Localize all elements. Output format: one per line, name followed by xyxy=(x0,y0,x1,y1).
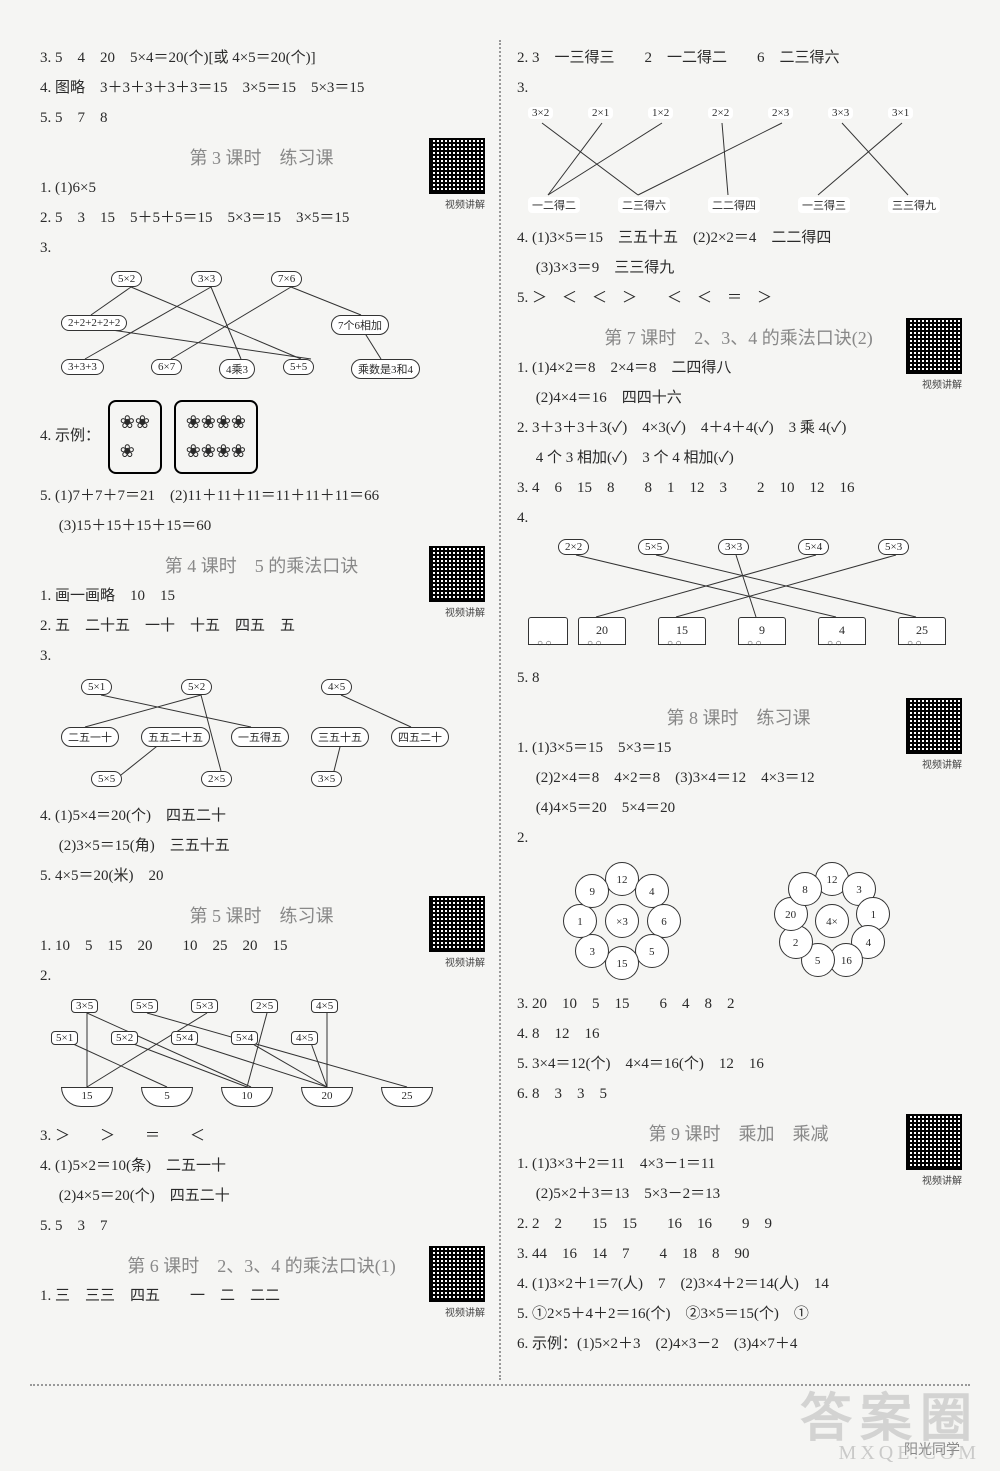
qr-icon xyxy=(906,1114,962,1170)
q3: 3. 5 4 20 5×4＝20(个)[或 4×5＝20(个)] xyxy=(40,46,483,70)
left-column: 3. 5 4 20 5×4＝20(个)[或 4×5＝20(个)] 4. 图略 3… xyxy=(30,40,493,1380)
s5-q2: 2. xyxy=(40,964,483,988)
qr-label: 视频讲解 xyxy=(922,376,962,391)
s3-q4: 4. 示例： ❀❀❀ ❀❀❀❀❀❀❀❀ xyxy=(40,396,483,478)
section-8-label: 第 8 课时 练习课 xyxy=(667,708,811,728)
s9-q1a: 1. (1)3×3＋2＝11 4×3－1＝11 xyxy=(517,1152,960,1176)
s3-q2: 2. 5 3 15 5＋5＋5＝15 5×3＝15 3×5＝15 xyxy=(40,206,483,230)
r-q5: 5. ＞ ＜ ＜ ＞ ＜ ＜ ＝ ＞ xyxy=(517,286,960,310)
example-box-1: ❀❀❀ xyxy=(108,400,162,474)
section-3-label: 第 3 课时 练习课 xyxy=(190,148,334,168)
diagram-s4: 5×15×24×5二五一十五五二十五一五得五三五十五四五二十5×52×53×5 xyxy=(50,674,450,794)
diagram-s3: 5×23×37×62+2+2+2+27个6相加3+3+36×74乘35+5乘数是… xyxy=(50,266,450,386)
section-8-title: 第 8 课时 练习课 视频讲解 xyxy=(517,704,960,730)
s8-q3: 3. 20 10 5 15 6 4 8 2 xyxy=(517,992,960,1016)
s8-q4: 4. 8 12 16 xyxy=(517,1022,960,1046)
s8-q1b: (2)2×4＝8 4×2＝8 (3)3×4＝12 4×3＝12 xyxy=(517,766,960,790)
s3-q4-label: 4. 示例： xyxy=(40,428,100,444)
s5-q4a: 4. (1)5×2＝10(条) 二五一十 xyxy=(40,1154,483,1178)
section-5-label: 第 5 课时 练习课 xyxy=(190,906,334,926)
s3-q1: 1. (1)6×5 xyxy=(40,176,483,200)
qr-label: 视频讲解 xyxy=(445,954,485,969)
s5-q3: 3. ＞ ＞ ＝ ＜ xyxy=(40,1124,483,1148)
s7-q5: 5. 8 xyxy=(517,666,960,690)
r-q3: 3. xyxy=(517,76,960,100)
watermark: 答案圈 xyxy=(800,1376,980,1451)
s5-q1: 1. 10 5 15 20 10 25 20 15 xyxy=(40,934,483,958)
diagram-s5: 3×55×55×32×54×55×15×25×45×44×5155102025 xyxy=(50,994,450,1114)
section-6-label: 第 6 课时 2、3、4 的乘法口诀(1) xyxy=(127,1256,396,1276)
s8-q2: 2. xyxy=(517,826,960,850)
diagram-s6b: 3×22×11×22×22×33×33×1一二得二二三得六二二得四一三得三三三得… xyxy=(527,106,957,216)
section-3-title: 第 3 课时 练习课 视频讲解 xyxy=(40,144,483,170)
section-9-title: 第 9 课时 乘加 乘减 视频讲解 xyxy=(517,1120,960,1146)
qr-icon xyxy=(429,896,485,952)
r-q4a: 4. (1)3×5＝15 三五十五 (2)2×2＝4 二二得四 xyxy=(517,226,960,250)
s7-q1a: 1. (1)4×2＝8 2×4＝8 二四得八 xyxy=(517,356,960,380)
right-column: 2. 3 一三得三 2 一二得二 6 二三得六 3. 3×22×11×22×22… xyxy=(507,40,970,1380)
s9-q6: 6. 示例：(1)5×2＋3 (2)4×3－2 (3)4×7＋4 xyxy=(517,1332,960,1356)
q4: 4. 图略 3＋3＋3＋3＋3＝15 3×5＝15 5×3＝15 xyxy=(40,76,483,100)
watermark-sub: MXQE.COM xyxy=(839,1442,980,1465)
s7-q4: 4. xyxy=(517,506,960,530)
s4-q1: 1. 画一画略 10 15 xyxy=(40,584,483,608)
s7-q3: 3. 4 6 15 8 8 1 12 3 2 10 12 16 xyxy=(517,476,960,500)
s8-q1c: (4)4×5＝20 5×4＝20 xyxy=(517,796,960,820)
s4-q2: 2. 五 二十五 一十 十五 四五 五 xyxy=(40,614,483,638)
qr-label: 视频讲解 xyxy=(445,604,485,619)
diagram-s7: 2×25×53×35×45×320159425 xyxy=(527,536,957,656)
s5-q5: 5. 5 3 7 xyxy=(40,1214,483,1238)
s9-q3: 3. 44 16 14 7 4 18 8 90 xyxy=(517,1242,960,1266)
qr-label: 视频讲解 xyxy=(445,196,485,211)
s5-q4b: (2)4×5＝20(个) 四五二十 xyxy=(40,1184,483,1208)
q5: 5. 5 7 8 xyxy=(40,106,483,130)
qr-icon xyxy=(429,546,485,602)
example-box-2: ❀❀❀❀❀❀❀❀ xyxy=(174,400,258,474)
s9-q5: 5. ①2×5＋4＋2＝16(个) ②3×5＝15(个) ① xyxy=(517,1302,960,1326)
section-4-label: 第 4 课时 5 的乘法口诀 xyxy=(165,556,359,576)
column-divider xyxy=(499,40,501,1380)
flower-b: 4×123141652208 xyxy=(757,856,907,986)
s8-q6: 6. 8 3 3 5 xyxy=(517,1082,960,1106)
s3-q5b: (3)15＋15＋15＋15＝60 xyxy=(40,514,483,538)
s9-q1b: (2)5×2＋3＝13 5×3－2＝13 xyxy=(517,1182,960,1206)
qr-icon xyxy=(429,1246,485,1302)
flower-a: ×31246515319 xyxy=(547,856,697,986)
r-q4b: (3)3×3＝9 三三得九 xyxy=(517,256,960,280)
qr-label: 视频讲解 xyxy=(922,1172,962,1187)
s4-q3: 3. xyxy=(40,644,483,668)
section-7-label: 第 7 课时 2、3、4 的乘法口诀(2) xyxy=(604,328,873,348)
s3-q5a: 5. (1)7＋7＋7＝21 (2)11＋11＋11＝11＋11＋11＝66 xyxy=(40,484,483,508)
qr-icon xyxy=(906,698,962,754)
s7-q2b: 4 个 3 相加(✓) 3 个 4 相加(✓) xyxy=(517,446,960,470)
s7-q1b: (2)4×4＝16 四四十六 xyxy=(517,386,960,410)
section-9-label: 第 9 课时 乘加 乘减 xyxy=(649,1124,829,1144)
s9-q4: 4. (1)3×2＋1＝7(人) 7 (2)3×4＋2＝14(人) 14 xyxy=(517,1272,960,1296)
section-6-title: 第 6 课时 2、3、4 的乘法口诀(1) 视频讲解 xyxy=(40,1252,483,1278)
section-7-title: 第 7 课时 2、3、4 的乘法口诀(2) 视频讲解 xyxy=(517,324,960,350)
flower-diagrams: ×31246515319 4×123141652208 xyxy=(517,856,960,986)
s4-q4a: 4. (1)5×4＝20(个) 四五二十 xyxy=(40,804,483,828)
section-4-title: 第 4 课时 5 的乘法口诀 视频讲解 xyxy=(40,552,483,578)
qr-icon xyxy=(429,138,485,194)
s8-q1a: 1. (1)3×5＝15 5×3＝15 xyxy=(517,736,960,760)
qr-label: 视频讲解 xyxy=(922,756,962,771)
section-5-title: 第 5 课时 练习课 视频讲解 xyxy=(40,902,483,928)
qr-icon xyxy=(906,318,962,374)
s9-q2: 2. 2 2 15 15 16 16 9 9 xyxy=(517,1212,960,1236)
qr-label: 视频讲解 xyxy=(445,1304,485,1319)
s4-q4b: (2)3×5＝15(角) 三五十五 xyxy=(40,834,483,858)
s7-q2a: 2. 3＋3＋3＋3(✓) 4×3(✓) 4＋4＋4(✓) 3 乘 4(✓) xyxy=(517,416,960,440)
s4-q5: 5. 4×5＝20(米) 20 xyxy=(40,864,483,888)
s8-q5: 5. 3×4＝12(个) 4×4＝16(个) 12 16 xyxy=(517,1052,960,1076)
s6-q1: 1. 三 三三 四五 一 二 二二 xyxy=(40,1284,483,1308)
r-q2: 2. 3 一三得三 2 一二得二 6 二三得六 xyxy=(517,46,960,70)
s3-q3: 3. xyxy=(40,236,483,260)
